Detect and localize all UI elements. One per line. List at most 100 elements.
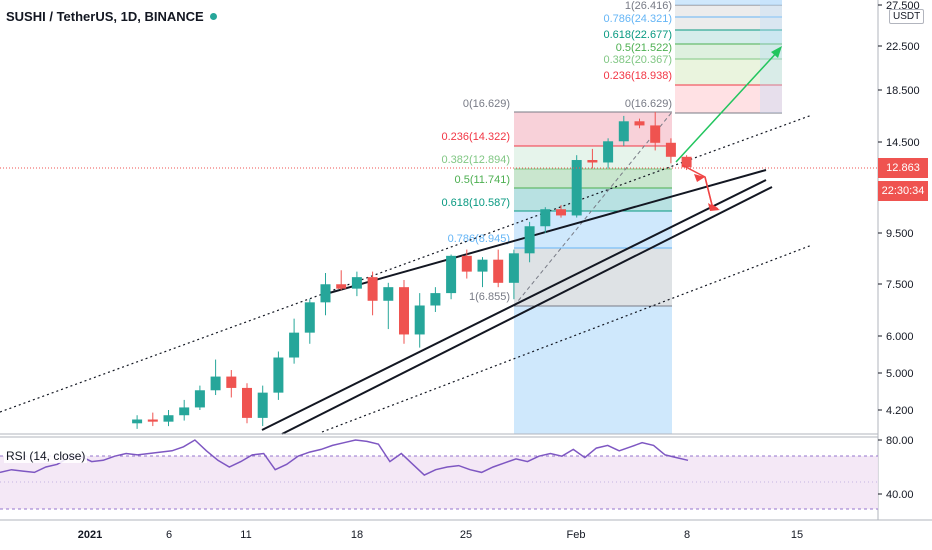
date-axis: 2021 6 11 18 25 Feb 8 15	[78, 529, 803, 541]
fib-lower-label-4: 0.618(10.587)	[442, 197, 511, 209]
channel-upper-dotted	[0, 114, 813, 413]
candle-body	[210, 376, 221, 391]
fib-upper-band-green	[675, 44, 782, 59]
candle-body	[603, 141, 614, 163]
candle-body	[634, 121, 645, 126]
projection-down-arrowhead-1	[694, 174, 705, 182]
candle-body	[367, 277, 378, 301]
fib-upper-blue-column-lower	[760, 0, 782, 113]
price-tick-18500: 18.500	[886, 85, 920, 97]
symbol-title-text: SUSHI / TetherUS, 1D, BINANCE	[6, 9, 204, 24]
fib-lower-label-3: 0.5(11.741)	[455, 174, 510, 186]
candle-body	[461, 255, 472, 272]
fib-lower-label-0-right: 0(16.629)	[625, 98, 672, 110]
trend-channels	[0, 114, 813, 435]
date-tick-8: 8	[684, 529, 690, 541]
rsi-indicator-label[interactable]: RSI (14, close)	[4, 449, 88, 463]
currency-tag[interactable]: USDT	[889, 9, 925, 24]
fib-upper-blue-column	[675, 0, 782, 5]
candle-body	[618, 121, 629, 142]
fib-labels: 1(26.416) 0.786(24.321) 0.618(22.677) 0.…	[442, 0, 673, 303]
fib-upper-label-3: 0.618(22.677)	[604, 29, 673, 41]
candle-body	[430, 293, 441, 306]
price-tick-7500: 7.500	[886, 279, 914, 291]
price-tick-4200: 4.200	[886, 405, 914, 417]
candle-body	[242, 387, 252, 418]
projection-arrows	[675, 46, 782, 211]
candle-body	[508, 253, 519, 283]
fib-lower-label-0: 0(16.629)	[463, 98, 510, 110]
price-tick-9500: 9.500	[886, 228, 914, 240]
candle-body	[320, 284, 331, 303]
candle-body	[446, 255, 457, 294]
candle-body	[163, 415, 174, 422]
candle-body	[289, 332, 300, 358]
date-tick-25: 25	[460, 529, 472, 541]
date-tick-18: 18	[351, 529, 363, 541]
candle-body	[147, 419, 158, 422]
rsi-line	[0, 439, 689, 476]
candle-body	[587, 160, 598, 163]
candle-body	[524, 226, 535, 254]
fib-lower-band-lightgreen	[514, 146, 672, 169]
date-tick-2021: 2021	[78, 529, 102, 541]
price-tick-6000: 6.000	[886, 331, 914, 343]
price-tick-5000: 5.000	[886, 368, 914, 380]
candle-body	[681, 156, 692, 168]
fib-upper-band-lightgreen	[675, 59, 782, 85]
projection-down-arrowhead-2	[708, 203, 720, 211]
candle-body	[304, 302, 315, 333]
triangle-lower-line-1	[261, 179, 767, 431]
candle-body	[493, 259, 504, 283]
price-tick-14500: 14.500	[886, 137, 920, 149]
triangle-upper-line	[321, 169, 767, 296]
candle-body	[650, 125, 661, 143]
bar-countdown-badge: 22:30:34	[878, 181, 928, 201]
fib-upper-label-2: 0.786(24.321)	[604, 13, 673, 25]
fib-upper-label-1: 1(26.416)	[625, 0, 672, 12]
fib-upper-band-red	[675, 85, 782, 113]
triangle-lower-line-2	[281, 186, 773, 435]
symbol-title[interactable]: SUSHI / TetherUS, 1D, BINANCE	[6, 9, 217, 24]
date-tick-11: 11	[240, 529, 251, 541]
projection-up-arrow	[675, 49, 780, 163]
fib-lower-band-teal	[514, 188, 672, 211]
candle-body	[273, 357, 284, 393]
market-status-dot	[209, 13, 217, 20]
candle-body	[194, 390, 205, 408]
date-tick-6: 6	[166, 529, 172, 541]
fib-upper-label-4: 0.5(21.522)	[616, 42, 672, 54]
candle-body	[571, 160, 582, 216]
rsi-band	[0, 456, 878, 509]
candle-body	[665, 142, 676, 157]
candle-body	[226, 376, 237, 388]
candle-body	[556, 209, 566, 216]
fib-upper	[675, 0, 782, 114]
fib-upper-label-5: 0.382(20.367)	[604, 54, 673, 66]
candle-body	[414, 305, 425, 335]
candle-body	[132, 419, 143, 424]
fib-lower-label-5: 0.786(8.945)	[448, 233, 510, 245]
projection-up-arrowhead	[771, 46, 782, 58]
candle-body	[351, 277, 362, 289]
rsi-tick-40: 40.00	[886, 489, 914, 501]
candle-body	[540, 209, 551, 227]
candle-body	[336, 284, 347, 289]
price-tick-22500: 22.500	[886, 41, 920, 53]
rsi-pane	[0, 439, 878, 510]
candle-body	[383, 287, 394, 301]
candles	[132, 111, 692, 429]
candle-body	[257, 392, 268, 418]
fib-lower-label-1: 0.236(14.322)	[442, 131, 511, 143]
fib-upper-label-6: 0.236(18.938)	[604, 70, 673, 82]
price-axis: 27.500 22.500 18.500 14.500 9.500 7.500 …	[878, 0, 920, 501]
fib-lower-label-6: 1(6.855)	[469, 291, 510, 303]
fib-lower	[513, 111, 673, 434]
candle-body	[179, 407, 190, 416]
fib-lower-band-green	[514, 169, 672, 188]
current-price-badge: 12.863	[878, 158, 928, 178]
fib-lower-band-red	[514, 112, 672, 146]
fib-lower-label-2: 0.382(12.894)	[442, 154, 511, 166]
candle-body	[477, 259, 488, 272]
